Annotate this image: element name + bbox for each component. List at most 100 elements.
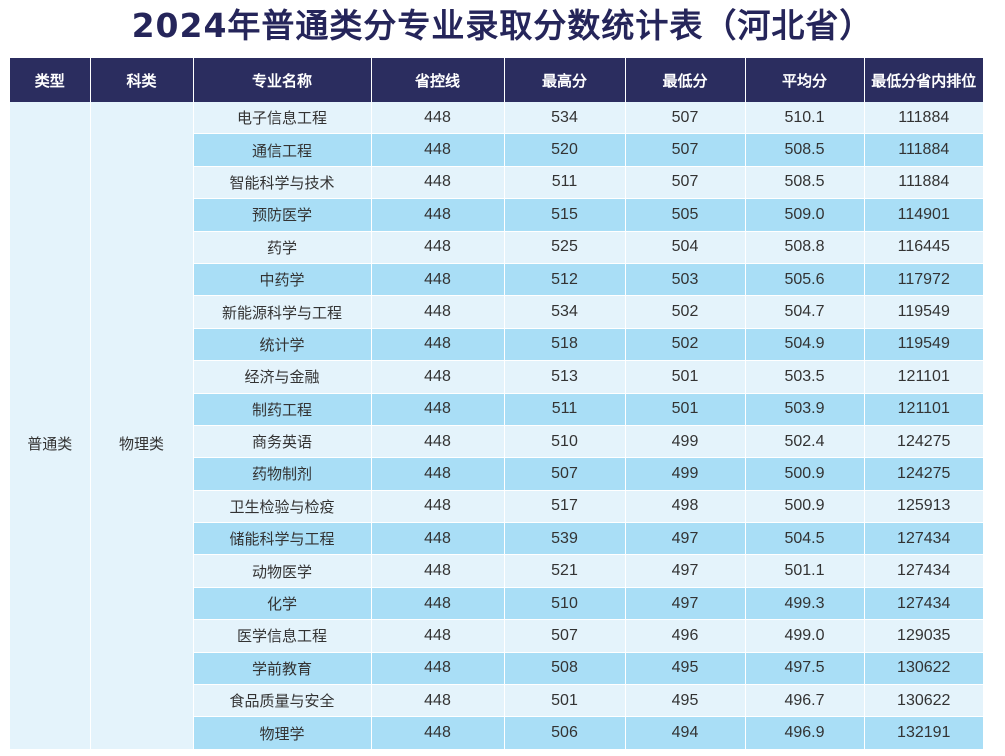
cell-major: 统计学 xyxy=(193,328,372,362)
cell-control-line: 448 xyxy=(371,393,505,426)
table-row: 普通类 物理类 电子信息工程 448 534 507 510.1 111884 xyxy=(10,102,983,750)
page-title: 2024年普通类分专业录取分数统计表（河北省） xyxy=(131,6,874,45)
cell-control-line: 448 xyxy=(371,490,505,524)
cell-major: 化学 xyxy=(193,587,372,621)
cell-avg-score: 508.5 xyxy=(745,133,865,167)
header-min-score: 最低分 xyxy=(625,58,746,102)
cell-control-line: 448 xyxy=(371,457,505,491)
cell-min-rank: 116445 xyxy=(864,231,983,264)
table-row: 医学信息工程 448 507 496 499.0 129035 xyxy=(10,619,983,653)
cell-min-score: 497 xyxy=(625,522,746,556)
cell-min-rank: 111884 xyxy=(864,166,983,200)
header-major: 专业名称 xyxy=(193,58,372,102)
table-row: 商务英语 448 510 499 502.4 124275 xyxy=(10,425,983,459)
header-max-score: 最高分 xyxy=(504,58,626,102)
cell-min-score: 501 xyxy=(625,360,746,394)
cell-avg-score: 504.9 xyxy=(745,328,865,362)
cell-min-score: 503 xyxy=(625,263,746,297)
cell-avg-score: 503.5 xyxy=(745,360,865,394)
cell-max-score: 507 xyxy=(504,457,626,491)
cell-min-rank: 125913 xyxy=(864,490,983,524)
cell-major: 动物医学 xyxy=(193,554,372,588)
cell-avg-score: 508.5 xyxy=(745,166,865,200)
cell-max-score: 512 xyxy=(504,263,626,297)
cell-min-rank: 117972 xyxy=(864,263,983,297)
cell-major: 智能科学与技术 xyxy=(193,166,372,200)
cell-avg-score: 497.5 xyxy=(745,652,865,686)
table-row: 新能源科学与工程 448 534 502 504.7 119549 xyxy=(10,295,983,329)
header-row: 类型 科类 专业名称 省控线 最高分 最低分 平均分 最低分省内排位 xyxy=(10,58,983,102)
cell-avg-score: 496.7 xyxy=(745,684,865,718)
cell-max-score: 511 xyxy=(504,393,626,426)
cell-min-rank: 130622 xyxy=(864,684,983,718)
cell-major: 药学 xyxy=(193,231,372,264)
cell-min-score: 501 xyxy=(625,393,746,426)
cell-major: 电子信息工程 xyxy=(193,102,372,135)
cell-min-rank: 114901 xyxy=(864,198,983,232)
cell-control-line: 448 xyxy=(371,263,505,297)
cell-major: 药物制剂 xyxy=(193,457,372,491)
cell-major: 商务英语 xyxy=(193,425,372,459)
cell-max-score: 525 xyxy=(504,231,626,264)
cell-min-score: 499 xyxy=(625,425,746,459)
cell-avg-score: 502.4 xyxy=(745,425,865,459)
cell-min-score: 505 xyxy=(625,198,746,232)
cell-min-score: 497 xyxy=(625,554,746,588)
cell-max-score: 508 xyxy=(504,652,626,686)
table-row: 学前教育 448 508 495 497.5 130622 xyxy=(10,652,983,686)
header-avg-score: 平均分 xyxy=(745,58,865,102)
table-header: 类型 科类 专业名称 省控线 最高分 最低分 平均分 最低分省内排位 xyxy=(10,58,983,102)
cell-control-line: 448 xyxy=(371,198,505,232)
cell-avg-score: 505.6 xyxy=(745,263,865,297)
cell-min-score: 502 xyxy=(625,328,746,362)
cell-avg-score: 500.9 xyxy=(745,490,865,524)
cell-max-score: 539 xyxy=(504,522,626,556)
cell-max-score: 521 xyxy=(504,554,626,588)
cell-control-line: 448 xyxy=(371,554,505,588)
cell-min-score: 507 xyxy=(625,102,746,135)
cell-min-rank: 127434 xyxy=(864,522,983,556)
table-row: 食品质量与安全 448 501 495 496.7 130622 xyxy=(10,684,983,718)
cell-min-score: 496 xyxy=(625,619,746,653)
cell-control-line: 448 xyxy=(371,360,505,394)
cell-min-score: 504 xyxy=(625,231,746,264)
cell-subject: 物理类 xyxy=(90,102,194,750)
cell-major: 中药学 xyxy=(193,263,372,297)
cell-max-score: 517 xyxy=(504,490,626,524)
header-type: 类型 xyxy=(10,58,91,102)
table-row: 动物医学 448 521 497 501.1 127434 xyxy=(10,554,983,588)
cell-max-score: 513 xyxy=(504,360,626,394)
cell-min-score: 499 xyxy=(625,457,746,491)
cell-min-rank: 121101 xyxy=(864,393,983,426)
table-row: 化学 448 510 497 499.3 127434 xyxy=(10,587,983,621)
cell-min-rank: 111884 xyxy=(864,102,983,135)
table-row: 储能科学与工程 448 539 497 504.5 127434 xyxy=(10,522,983,556)
cell-max-score: 511 xyxy=(504,166,626,200)
cell-control-line: 448 xyxy=(371,652,505,686)
cell-major: 储能科学与工程 xyxy=(193,522,372,556)
table-row: 物理学 448 506 494 496.9 132191 xyxy=(10,716,983,750)
cell-avg-score: 503.9 xyxy=(745,393,865,426)
cell-avg-score: 501.1 xyxy=(745,554,865,588)
cell-min-score: 498 xyxy=(625,490,746,524)
cell-max-score: 534 xyxy=(504,295,626,329)
cell-min-rank: 121101 xyxy=(864,360,983,394)
cell-min-score: 495 xyxy=(625,684,746,718)
table-row: 统计学 448 518 502 504.9 119549 xyxy=(10,328,983,362)
cell-avg-score: 504.5 xyxy=(745,522,865,556)
cell-avg-score: 508.8 xyxy=(745,231,865,264)
cell-major: 食品质量与安全 xyxy=(193,684,372,718)
score-table: 类型 科类 专业名称 省控线 最高分 最低分 平均分 最低分省内排位 普通类 物理… xyxy=(10,58,983,750)
cell-major: 制药工程 xyxy=(193,393,372,426)
cell-avg-score: 510.1 xyxy=(745,102,865,135)
table-row: 药物制剂 448 507 499 500.9 124275 xyxy=(10,457,983,491)
table-row: 通信工程 448 520 507 508.5 111884 xyxy=(10,133,983,167)
cell-major: 新能源科学与工程 xyxy=(193,295,372,329)
cell-major: 通信工程 xyxy=(193,133,372,167)
cell-major: 卫生检验与检疫 xyxy=(193,490,372,524)
cell-min-score: 507 xyxy=(625,166,746,200)
header-control-line: 省控线 xyxy=(371,58,505,102)
cell-control-line: 448 xyxy=(371,102,505,135)
table-row: 中药学 448 512 503 505.6 117972 xyxy=(10,263,983,297)
cell-type: 普通类 xyxy=(10,102,91,750)
